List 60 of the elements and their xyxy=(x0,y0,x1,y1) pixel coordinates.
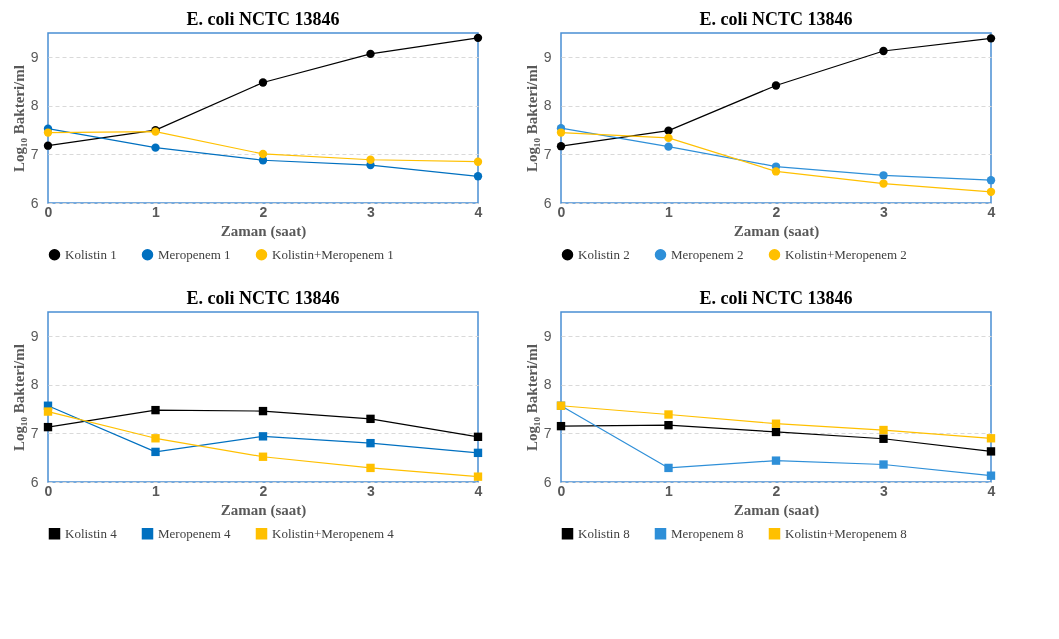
legend-label: Meropenem 8 xyxy=(671,525,744,541)
x-tick-label: 1 xyxy=(152,203,161,220)
x-tick-label: 0 xyxy=(44,203,53,220)
y-tick-label: 6 xyxy=(543,194,552,211)
x-axis-title: Zaman (saat) xyxy=(733,501,820,519)
legend-label: Kolistin+Meropenem 4 xyxy=(272,525,395,541)
legend-label: Meropenem 1 xyxy=(158,246,231,262)
x-tick-label: 2 xyxy=(259,482,268,499)
y-tick-label: 8 xyxy=(30,376,39,393)
y-tick-label: 7 xyxy=(543,424,552,441)
y-tick-label: 7 xyxy=(30,424,39,441)
legend-label: Meropenem 2 xyxy=(671,246,744,262)
y-tick-label: 9 xyxy=(30,327,39,344)
y-tick-label: 9 xyxy=(30,48,39,65)
y-tick-label: 9 xyxy=(543,48,552,65)
legend-label: Kolistin 4 xyxy=(65,525,118,541)
x-tick-label: 2 xyxy=(259,203,268,220)
y-tick-label: 7 xyxy=(30,145,39,162)
x-tick-label: 1 xyxy=(152,482,161,499)
x-tick-label: 4 xyxy=(474,203,483,220)
chart-title: E. coli NCTC 13846 xyxy=(186,288,340,308)
legend-label: Kolistin+Meropenem 1 xyxy=(272,246,394,262)
y-tick-label: 9 xyxy=(543,327,552,344)
y-tick-label: 8 xyxy=(543,376,552,393)
x-tick-label: 3 xyxy=(367,203,376,220)
chart-title: E. coli NCTC 13846 xyxy=(699,9,853,29)
y-tick-label: 6 xyxy=(30,194,39,211)
x-tick-label: 3 xyxy=(880,203,889,220)
x-tick-label: 1 xyxy=(665,482,674,499)
chart-title: E. coli NCTC 13846 xyxy=(186,9,340,29)
x-tick-label: 4 xyxy=(987,203,996,220)
chart-title: E. coli NCTC 13846 xyxy=(699,288,853,308)
y-axis-title: Log₁₀ Bakteri/ml xyxy=(523,65,540,172)
y-axis-title: Log₁₀ Bakteri/ml xyxy=(10,344,27,451)
x-tick-label: 2 xyxy=(772,203,781,220)
legend-label: Kolistin+Meropenem 2 xyxy=(785,246,907,262)
legend-label: Kolistin 1 xyxy=(65,246,117,262)
y-axis-title: Log₁₀ Bakteri/ml xyxy=(10,65,27,172)
x-axis-title: Zaman (saat) xyxy=(220,501,307,519)
legend-label: Kolistin 8 xyxy=(578,525,630,541)
y-tick-label: 6 xyxy=(543,473,552,490)
y-axis-title: Log₁₀ Bakteri/ml xyxy=(523,344,540,451)
x-tick-label: 0 xyxy=(557,203,566,220)
y-tick-label: 8 xyxy=(543,97,552,114)
x-tick-label: 4 xyxy=(474,482,483,499)
legend-label: Kolistin+Meropenem 8 xyxy=(785,525,907,541)
legend-label: Meropenem 4 xyxy=(158,525,232,541)
x-tick-label: 0 xyxy=(557,482,566,499)
x-tick-label: 0 xyxy=(44,482,53,499)
x-tick-label: 2 xyxy=(772,482,781,499)
x-axis-title: Zaman (saat) xyxy=(220,222,307,240)
x-axis-title: Zaman (saat) xyxy=(733,222,820,240)
legend-label: Kolistin 2 xyxy=(578,246,630,262)
x-tick-label: 1 xyxy=(665,203,674,220)
y-tick-label: 8 xyxy=(30,97,39,114)
x-tick-label: 4 xyxy=(987,482,996,499)
y-tick-label: 7 xyxy=(543,145,552,162)
x-tick-label: 3 xyxy=(367,482,376,499)
y-tick-label: 6 xyxy=(30,473,39,490)
x-tick-label: 3 xyxy=(880,482,889,499)
